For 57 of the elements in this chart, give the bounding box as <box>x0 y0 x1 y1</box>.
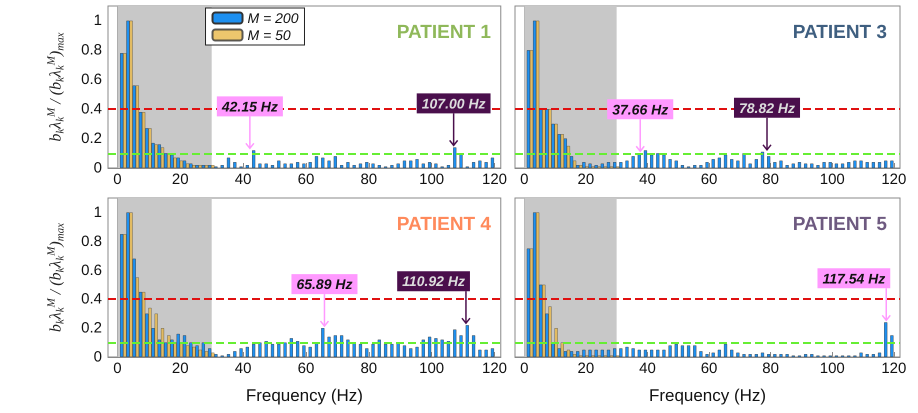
x-tick-label: 20 <box>172 171 189 188</box>
text: PATIENT 3 <box>792 22 888 43</box>
annotation: 78.82 Hz <box>738 100 796 116</box>
x-tick-label: 100 <box>419 360 444 377</box>
x-tick-label: 0 <box>113 171 122 188</box>
x-tick-label: 60 <box>298 171 314 188</box>
x-tick-label: 40 <box>234 360 252 377</box>
annotation: 42.15 Hz <box>220 98 278 114</box>
text: PATIENT 4 <box>396 214 492 235</box>
y-tick-label: 0.2 <box>81 320 102 337</box>
x-tick-label: 80 <box>360 360 378 377</box>
annotation: 117.54 Hz <box>822 270 886 286</box>
annotation: 37.66 Hz <box>612 101 668 118</box>
x-tick-label: 0 <box>520 360 528 377</box>
x-tick-label: 60 <box>700 171 718 188</box>
y-tick-label: 0.8 <box>81 232 102 250</box>
text: bkλkM / (bkλkM)max <box>46 32 66 142</box>
annotation: 110.92 Hz <box>402 273 465 290</box>
x-tick-label: 0 <box>520 171 528 188</box>
x-tick-label: 20 <box>172 360 189 377</box>
y-tick-label: 1 <box>94 12 102 30</box>
x-tick-label: 80 <box>762 171 779 188</box>
x-tick-label: 100 <box>820 171 845 188</box>
x-tick-label: 20 <box>577 171 594 188</box>
x-tick-label: 100 <box>820 360 845 377</box>
x-axis-title: Frequency (Hz) <box>648 386 766 405</box>
y-tick-label: 0.2 <box>81 130 102 148</box>
annotation: 65.89 Hz <box>296 276 352 292</box>
x-tick-label: 120 <box>881 360 906 377</box>
x-tick-label: 120 <box>482 360 507 377</box>
text: PATIENT 1 <box>396 22 492 43</box>
legend-label: M = 50 <box>248 27 291 43</box>
text: bkλkM / (bkλkM)max <box>46 222 66 332</box>
x-tick-label: 80 <box>762 360 779 377</box>
y-tick-label: 0.6 <box>81 71 102 88</box>
x-tick-label: 20 <box>577 360 594 377</box>
x-tick-label: 40 <box>234 171 252 188</box>
x-tick-label: 120 <box>881 171 906 188</box>
y-tick-label: 0 <box>94 348 102 366</box>
text: PATIENT 5 <box>792 214 888 235</box>
x-tick-label: 40 <box>639 171 656 188</box>
y-tick-label: 0.4 <box>81 290 102 308</box>
y-tick-label: 0.4 <box>81 100 102 118</box>
x-tick-label: 40 <box>639 360 656 377</box>
x-tick-label: 80 <box>360 171 378 188</box>
x-tick-label: 100 <box>419 171 444 188</box>
annotation: 107.00 Hz <box>422 95 486 112</box>
legend-label: M = 200 <box>248 10 299 26</box>
x-tick-label: 60 <box>700 360 718 377</box>
y-tick-label: 0.8 <box>81 42 102 59</box>
y-tick-label: 1 <box>94 204 102 221</box>
x-axis-title: Frequency (Hz) <box>246 386 363 405</box>
y-tick-label: 0 <box>94 160 102 176</box>
x-tick-label: 0 <box>113 360 122 377</box>
y-tick-label: 0.6 <box>81 262 102 279</box>
x-tick-label: 60 <box>298 360 314 377</box>
x-tick-label: 120 <box>482 171 507 188</box>
